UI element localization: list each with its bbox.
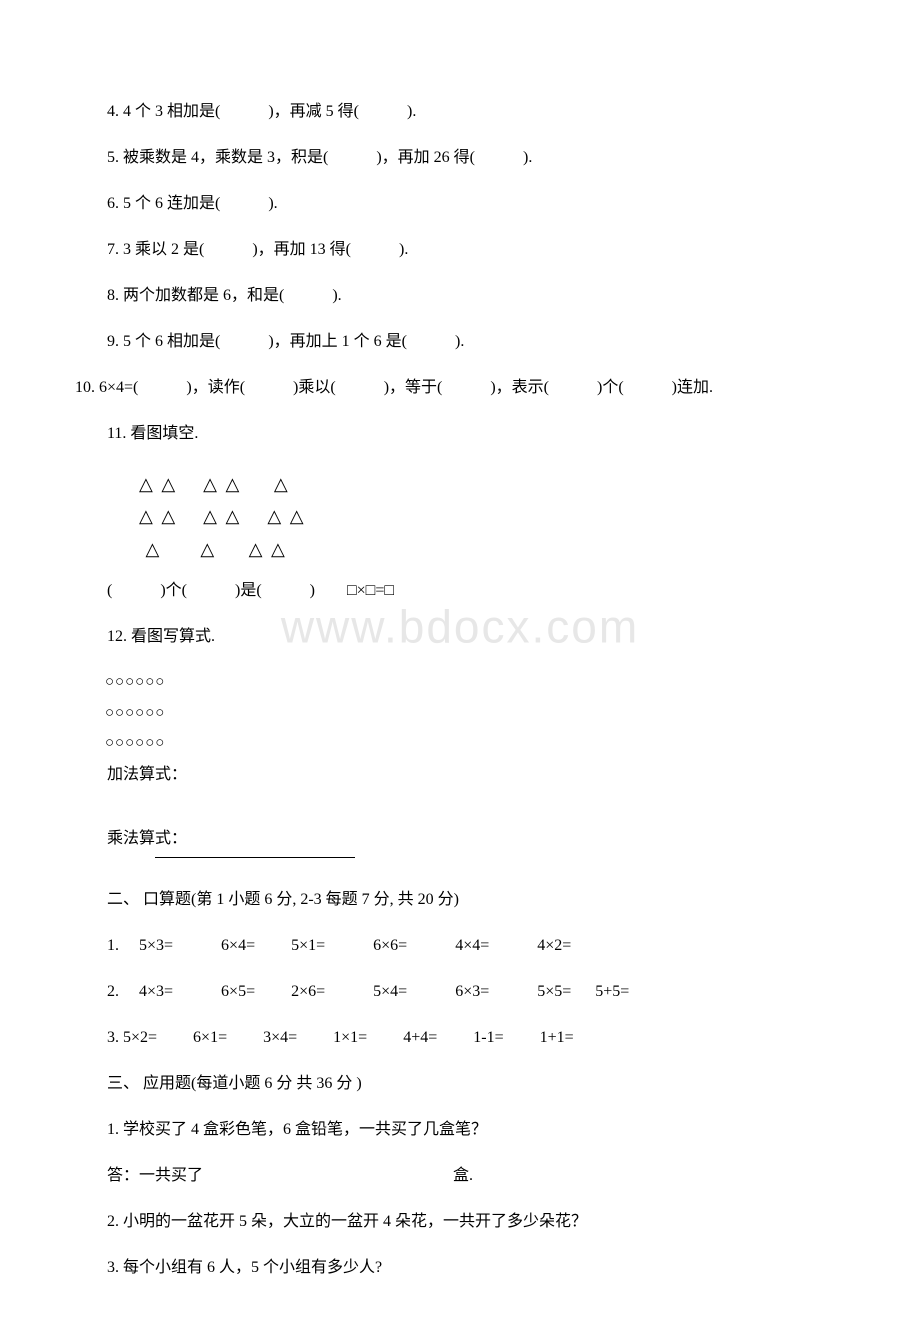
triangle-row-3: △ △ △ △ (139, 533, 845, 565)
question-8: 8. 两个加数都是 6，和是( ). (75, 284, 845, 308)
answer-prefix: 答：一共买了 (107, 1167, 203, 1184)
question-10: 10. 6×4=( )，读作( )乘以( )，等于( )，表示( )个( )连加… (75, 376, 845, 400)
section-2-header: 二、 口算题(第 1 小题 6 分, 2-3 每题 7 分, 共 20 分) (75, 888, 845, 912)
application-1-answer: 答：一共买了 盒. (75, 1164, 845, 1188)
addition-expression-label: 加法算式： (75, 763, 845, 787)
question-12: 12. 看图写算式. (75, 625, 845, 649)
circle-row-3: ○○○○○○ (75, 732, 845, 755)
question-9: 9. 5 个 6 相加是( )，再加上 1 个 6 是( ). (75, 330, 845, 354)
multiplication-expression-label: 乘法算式： (75, 827, 845, 851)
triangle-figure: △ △ △ △ △ △ △ △ △ △ △ △ △ △ △ (139, 468, 845, 565)
triangle-row-1: △ △ △ △ △ (139, 468, 845, 500)
application-3: 3. 每个小组有 6 人，5 个小组有多少人? (75, 1256, 845, 1280)
circle-row-1: ○○○○○○ (75, 671, 845, 694)
application-2: 2. 小明的一盆花开 5 朵，大立的一盆开 4 朵花，一共开了多少朵花？ (75, 1210, 845, 1234)
answer-line (155, 857, 355, 858)
question-11: 11. 看图填空. (75, 422, 845, 446)
application-1: 1. 学校买了 4 盒彩色笔，6 盒铅笔，一共买了几盒笔？ (75, 1118, 845, 1142)
mental-math-row-3: 3. 5×2= 6×1= 3×4= 1×1= 4+4= 1-1= 1+1= (75, 1026, 845, 1050)
question-11-fill: ( )个( )是( ) □×□=□ (75, 579, 845, 603)
mental-math-row-2: 2. 4×3= 6×5= 2×6= 5×4= 6×3= 5×5= 5+5= (75, 980, 845, 1004)
circle-row-2: ○○○○○○ (75, 702, 845, 725)
question-7: 7. 3 乘以 2 是( )，再加 13 得( ). (75, 238, 845, 262)
question-4: 4. 4 个 3 相加是( )，再减 5 得( ). (75, 100, 845, 124)
answer-suffix: 盒. (453, 1167, 473, 1184)
question-5: 5. 被乘数是 4，乘数是 3，积是( )，再加 26 得( ). (75, 146, 845, 170)
section-3-header: 三、 应用题(每道小题 6 分 共 36 分 ) (75, 1072, 845, 1096)
triangle-row-2: △ △ △ △ △ △ (139, 500, 845, 532)
mental-math-row-1: 1. 5×3= 6×4= 5×1= 6×6= 4×4= 4×2= (75, 934, 845, 958)
question-6: 6. 5 个 6 连加是( ). (75, 192, 845, 216)
